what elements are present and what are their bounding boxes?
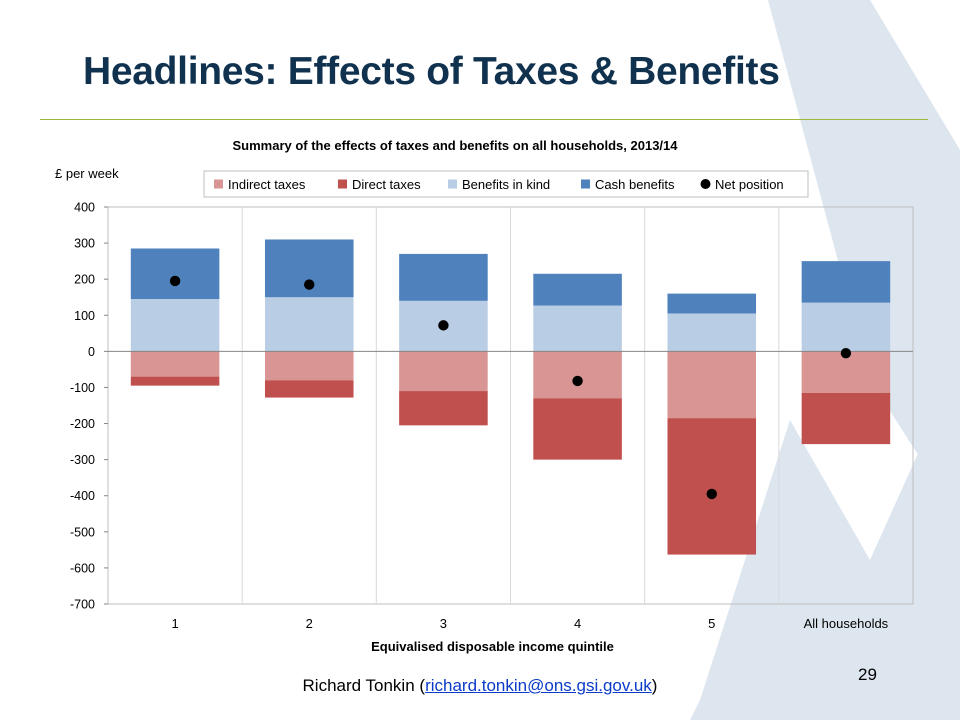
bar-indirect-taxes <box>264 351 354 381</box>
x-tick-label: 4 <box>574 616 581 631</box>
net-position-marker <box>438 320 449 331</box>
bar-benefits-in-kind <box>801 302 891 352</box>
x-tick-label: All households <box>804 616 889 631</box>
bar-indirect-taxes <box>130 351 220 377</box>
bar-direct-taxes <box>130 376 220 386</box>
legend-label: Cash benefits <box>595 177 675 192</box>
bar-cash-benefits <box>801 261 891 303</box>
net-position-marker <box>706 488 717 500</box>
legend-label: Indirect taxes <box>228 177 306 192</box>
y-tick-label: 100 <box>74 309 95 323</box>
net-position-marker <box>304 279 315 290</box>
y-tick-label: -200 <box>70 417 95 431</box>
y-tick-label: -700 <box>70 598 95 612</box>
legend-swatch-benefits-in-kind <box>448 179 457 189</box>
legend-swatch-indirect-taxes <box>214 179 223 189</box>
bar-direct-taxes <box>801 392 891 445</box>
bar-indirect-taxes <box>533 351 622 399</box>
bar-cash-benefits <box>130 248 220 300</box>
page-title: Headlines: Effects of Taxes & Benefits <box>83 50 780 93</box>
bar-indirect-taxes <box>667 351 757 419</box>
y-tick-label: -400 <box>70 489 95 503</box>
net-position-marker <box>572 375 583 387</box>
bar-benefits-in-kind <box>264 297 354 352</box>
bar-benefits-in-kind <box>533 305 622 352</box>
legend-marker-net-position <box>700 179 711 189</box>
legend-label: Benefits in kind <box>462 177 550 192</box>
legend-label: Net position <box>715 177 784 192</box>
x-tick-label: 2 <box>306 616 313 631</box>
footer-author: Richard Tonkin <box>302 676 415 695</box>
y-axis-label: £ per week <box>55 166 119 181</box>
bar-cash-benefits <box>667 293 757 314</box>
footer-close-paren: ) <box>651 676 658 695</box>
bar-direct-taxes <box>533 398 622 460</box>
bar-cash-benefits <box>399 253 488 301</box>
bar-benefits-in-kind <box>130 299 220 352</box>
watermark-lower-stroke <box>690 360 960 720</box>
y-tick-label: -100 <box>70 381 95 395</box>
x-axis-label: Equivalised disposable income quintile <box>371 639 614 654</box>
bar-direct-taxes <box>264 380 354 398</box>
legend-swatch-direct-taxes <box>338 179 347 189</box>
footer: Richard Tonkin (richard.tonkin@ons.gsi.g… <box>0 676 960 696</box>
bar-direct-taxes <box>399 391 488 426</box>
author-email-link[interactable]: richard.tonkin@ons.gsi.gov.uk <box>425 676 652 695</box>
net-position-marker <box>840 347 852 359</box>
legend-swatch-cash-benefits <box>581 179 590 189</box>
footer-open-paren: ( <box>414 676 426 695</box>
x-tick-label: 3 <box>440 616 447 631</box>
legend-label: Direct taxes <box>352 177 421 192</box>
y-tick-label: -300 <box>70 453 95 467</box>
y-tick-label: 0 <box>88 345 95 359</box>
bar-cash-benefits <box>533 273 622 306</box>
chart-title: Summary of the effects of taxes and bene… <box>232 138 678 153</box>
bar-direct-taxes <box>667 418 757 555</box>
y-tick-label: 200 <box>74 273 95 287</box>
x-tick-label: 5 <box>708 616 715 631</box>
net-position-marker <box>169 275 181 287</box>
bar-indirect-taxes <box>399 351 488 392</box>
page-number: 29 <box>858 665 877 684</box>
y-tick-label: 300 <box>74 237 95 251</box>
y-tick-label: 400 <box>74 201 95 215</box>
bar-benefits-in-kind <box>667 313 757 352</box>
x-tick-label: 1 <box>171 616 178 631</box>
y-tick-label: -600 <box>70 561 95 575</box>
y-tick-label: -500 <box>70 525 95 539</box>
watermark-left-stroke <box>768 0 960 520</box>
title-divider <box>40 119 928 120</box>
